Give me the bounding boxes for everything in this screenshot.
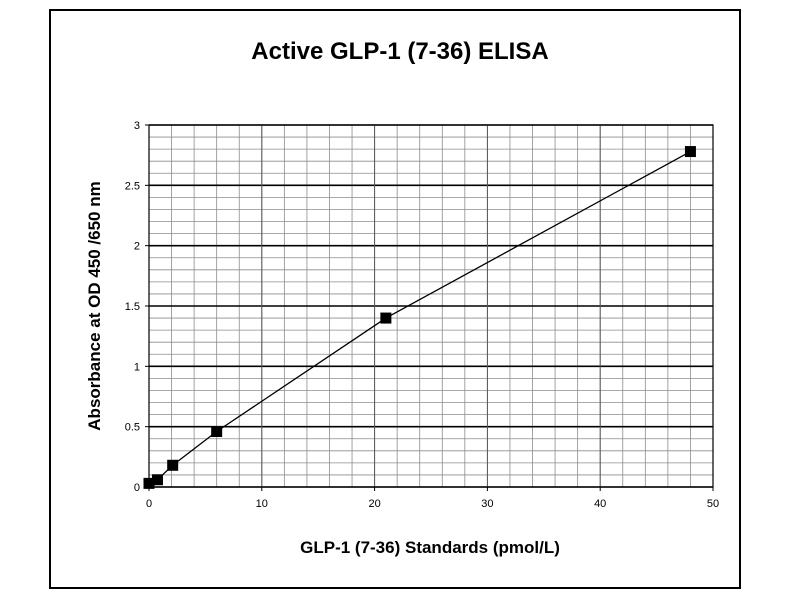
y-tick-label: 0.5 [125, 422, 140, 434]
data-point-marker [211, 425, 223, 437]
data-point-marker [380, 312, 392, 324]
x-axis-title: GLP-1 (7-36) Standards (pmol/L) [300, 538, 560, 557]
y-tick-label: 3 [134, 120, 140, 132]
y-tick-label: 0 [134, 482, 140, 494]
x-tick-label: 10 [256, 498, 268, 510]
y-axis-title: Absorbance at OD 450 /650 nm [85, 181, 104, 430]
y-axis-ticks: 0 0.5 1 1.5 2 2.5 3 [125, 120, 149, 494]
data-point-marker [684, 146, 696, 158]
x-tick-label: 40 [594, 498, 606, 510]
major-gridlines [148, 124, 714, 488]
x-axis-ticks: 0 10 20 30 40 50 [146, 487, 719, 510]
x-tick-label: 30 [481, 498, 493, 510]
chart-title: Active GLP-1 (7-36) ELISA [251, 38, 548, 65]
x-tick-label: 0 [146, 498, 152, 510]
data-point-marker [167, 459, 179, 471]
y-tick-label: 2 [134, 241, 140, 253]
x-tick-label: 20 [368, 498, 380, 510]
data-point-marker [151, 474, 163, 486]
y-tick-label: 2.5 [125, 180, 140, 192]
y-tick-label: 1 [134, 361, 140, 373]
x-tick-label: 50 [707, 498, 719, 510]
series-points-group [143, 146, 696, 489]
y-tick-label: 1.5 [125, 301, 140, 313]
data-point-marker [143, 477, 155, 489]
chart-frame [49, 9, 741, 589]
